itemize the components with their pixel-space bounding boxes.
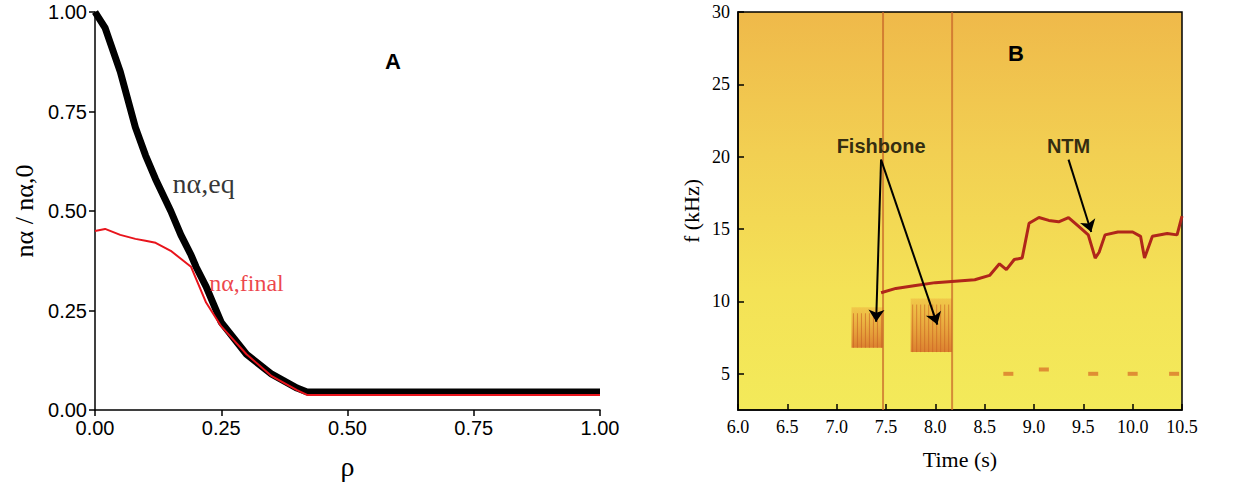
- svg-text:10.5: 10.5: [1166, 417, 1198, 437]
- svg-text:5: 5: [721, 364, 730, 384]
- svg-text:15: 15: [712, 219, 730, 239]
- svg-text:f (kHz): f (kHz): [679, 179, 704, 243]
- svg-text:8.0: 8.0: [924, 417, 947, 437]
- svg-text:B: B: [1008, 41, 1024, 66]
- svg-text:A: A: [385, 49, 401, 74]
- svg-text:9.0: 9.0: [1023, 417, 1046, 437]
- svg-text:0.00: 0.00: [76, 417, 115, 439]
- svg-text:1.00: 1.00: [48, 1, 87, 23]
- svg-text:0.25: 0.25: [202, 417, 241, 439]
- svg-text:Fishbone: Fishbone: [837, 135, 926, 157]
- svg-text:nα,eq: nα,eq: [173, 168, 235, 199]
- svg-text:0.00: 0.00: [48, 399, 87, 421]
- svg-text:8.5: 8.5: [973, 417, 996, 437]
- svg-text:NTM: NTM: [1047, 135, 1090, 157]
- svg-text:7.0: 7.0: [825, 417, 848, 437]
- svg-text:6.0: 6.0: [727, 417, 750, 437]
- svg-text:6.5: 6.5: [776, 417, 799, 437]
- svg-text:0.75: 0.75: [454, 417, 493, 439]
- svg-text:0.75: 0.75: [48, 101, 87, 123]
- svg-text:nα,final: nα,final: [209, 270, 284, 296]
- svg-text:Time (s): Time (s): [923, 447, 997, 472]
- svg-text:7.5: 7.5: [875, 417, 898, 437]
- svg-text:20: 20: [712, 147, 730, 167]
- svg-text:0.25: 0.25: [48, 300, 87, 322]
- svg-text:10.0: 10.0: [1117, 417, 1149, 437]
- svg-text:1.00: 1.00: [581, 417, 620, 439]
- svg-text:0.50: 0.50: [328, 417, 367, 439]
- svg-text:25: 25: [712, 74, 730, 94]
- svg-text:0.50: 0.50: [48, 200, 87, 222]
- svg-text:9.5: 9.5: [1072, 417, 1095, 437]
- svg-text:30: 30: [712, 2, 730, 22]
- svg-text:nα / nα,0: nα / nα,0: [10, 165, 39, 258]
- svg-text:10: 10: [712, 291, 730, 311]
- svg-text:ρ: ρ: [341, 451, 355, 482]
